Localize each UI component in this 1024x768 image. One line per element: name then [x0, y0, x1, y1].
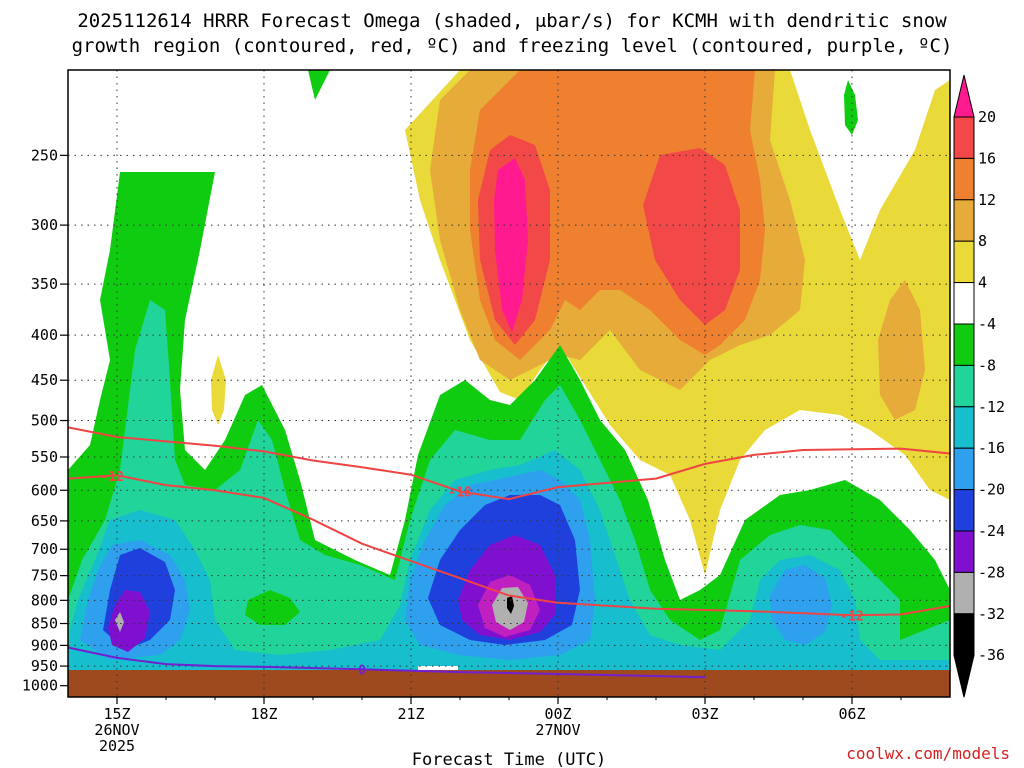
x-tick-label: 15Z: [103, 705, 130, 723]
chart-title-line-2: growth region (contoured, red, ºC) and f…: [71, 35, 953, 57]
colorbar-label: 20: [978, 108, 996, 126]
contour-label: 0: [358, 663, 366, 678]
y-tick-label: 550: [31, 448, 58, 466]
omega-region-neg16c: [770, 565, 832, 645]
y-tick-label: 250: [31, 146, 58, 164]
omega-region-neg24: [108, 590, 150, 652]
y-tick-label: 800: [31, 591, 58, 609]
omega-region-white-strip: [418, 666, 458, 670]
omega-region-neg36: [507, 596, 514, 614]
omega-region-16b: [643, 148, 740, 325]
contour-label: -12: [100, 470, 123, 485]
y-tick-label: 300: [31, 216, 58, 234]
colorbar-label: 12: [978, 191, 996, 209]
colorbar-swatch: [953, 406, 975, 449]
colorbar-label: -32: [978, 605, 1005, 623]
x-tick-label: 06Z: [838, 705, 865, 723]
y-tick-label: 650: [31, 512, 58, 530]
omega-region-neg4-top: [308, 70, 330, 100]
y-tick-label: 750: [31, 567, 58, 585]
chart-title-line-1: 2025112614 HRRR Forecast Omega (shaded, …: [77, 10, 947, 32]
colorbar-swatch: [953, 530, 975, 573]
x-tick-label: 2025: [99, 737, 135, 755]
contour-label: -12: [840, 609, 863, 624]
colorbar-swatch: [953, 116, 975, 159]
x-tick-label: 00Z: [544, 705, 571, 723]
omega-region-neg4-small: [844, 80, 858, 135]
colorbar-swatch: [953, 157, 975, 201]
y-tick-label: 400: [31, 326, 58, 344]
colorbar-label: -16: [978, 439, 1005, 457]
omega-region-yellow-blob: [211, 355, 226, 425]
colorbar-label: -24: [978, 522, 1005, 540]
colorbar-label: 4: [978, 274, 987, 292]
x-tick-label: 03Z: [691, 705, 718, 723]
y-tick-label: 350: [31, 275, 58, 293]
y-tick-label: 950: [31, 657, 58, 675]
colorbar-label: -20: [978, 481, 1005, 499]
omega-region-green-blob: [245, 590, 300, 625]
x-tick-label: 21Z: [397, 705, 424, 723]
colorbar-label: 16: [978, 149, 996, 167]
y-tick-label: 900: [31, 636, 58, 654]
y-axis: 250 300 350 400 450 500 550 600 650 700 750 800 850 9…: [22, 146, 68, 695]
colorbar-swatch: [953, 571, 975, 615]
colorbar-swatch: [953, 323, 975, 366]
colorbar-swatch: [953, 489, 975, 532]
x-tick-label: 18Z: [250, 705, 277, 723]
contour-0: [67, 646, 706, 679]
y-tick-label: 1000: [22, 677, 58, 695]
colorbar-swatch: [953, 364, 975, 408]
colorbar: 20 16 12 8 4 -4 -8 -12 -16 -20 -24 -28 -32 -36: [953, 74, 1005, 698]
contour--18: [67, 426, 951, 501]
colorbar-bottom-arrow: [953, 654, 975, 698]
contour-label: -18: [448, 486, 472, 501]
plot-area: -12 -18 0 -12: [67, 69, 951, 698]
x-tick-label: 26NOV: [94, 721, 139, 739]
colorbar-label: -4: [978, 315, 996, 333]
grid-lines: [68, 70, 950, 697]
y-tick-label: 850: [31, 615, 58, 633]
colorbar-label: -12: [978, 398, 1005, 416]
credit-text: coolwx.com/models: [846, 744, 1010, 763]
contour-lines: -12 -18 0 -12: [67, 426, 951, 679]
y-tick-label: 600: [31, 481, 58, 499]
colorbar-label: -28: [978, 563, 1005, 581]
colorbar-swatch: [953, 613, 975, 656]
colorbar-swatch: [953, 240, 975, 284]
colorbar-label: -8: [978, 356, 996, 374]
x-tick-label: 27NOV: [535, 721, 580, 739]
omega-shading: [68, 70, 950, 670]
y-tick-label: 450: [31, 371, 58, 389]
colorbar-swatch: [953, 282, 975, 325]
colorbar-label: 8: [978, 232, 987, 250]
y-tick-label: 700: [31, 540, 58, 558]
ground-surface: [68, 670, 950, 697]
x-axis-label: Forecast Time (UTC): [412, 750, 606, 768]
omega-region-8b: [878, 280, 925, 420]
colorbar-swatch: [953, 199, 975, 242]
colorbar-swatch: [953, 447, 975, 491]
colorbar-top-arrow: [953, 74, 975, 118]
omega-region-20: [494, 158, 528, 332]
y-tick-label: 500: [31, 412, 58, 430]
colorbar-label: -36: [978, 646, 1005, 664]
contour--12: [67, 474, 951, 617]
